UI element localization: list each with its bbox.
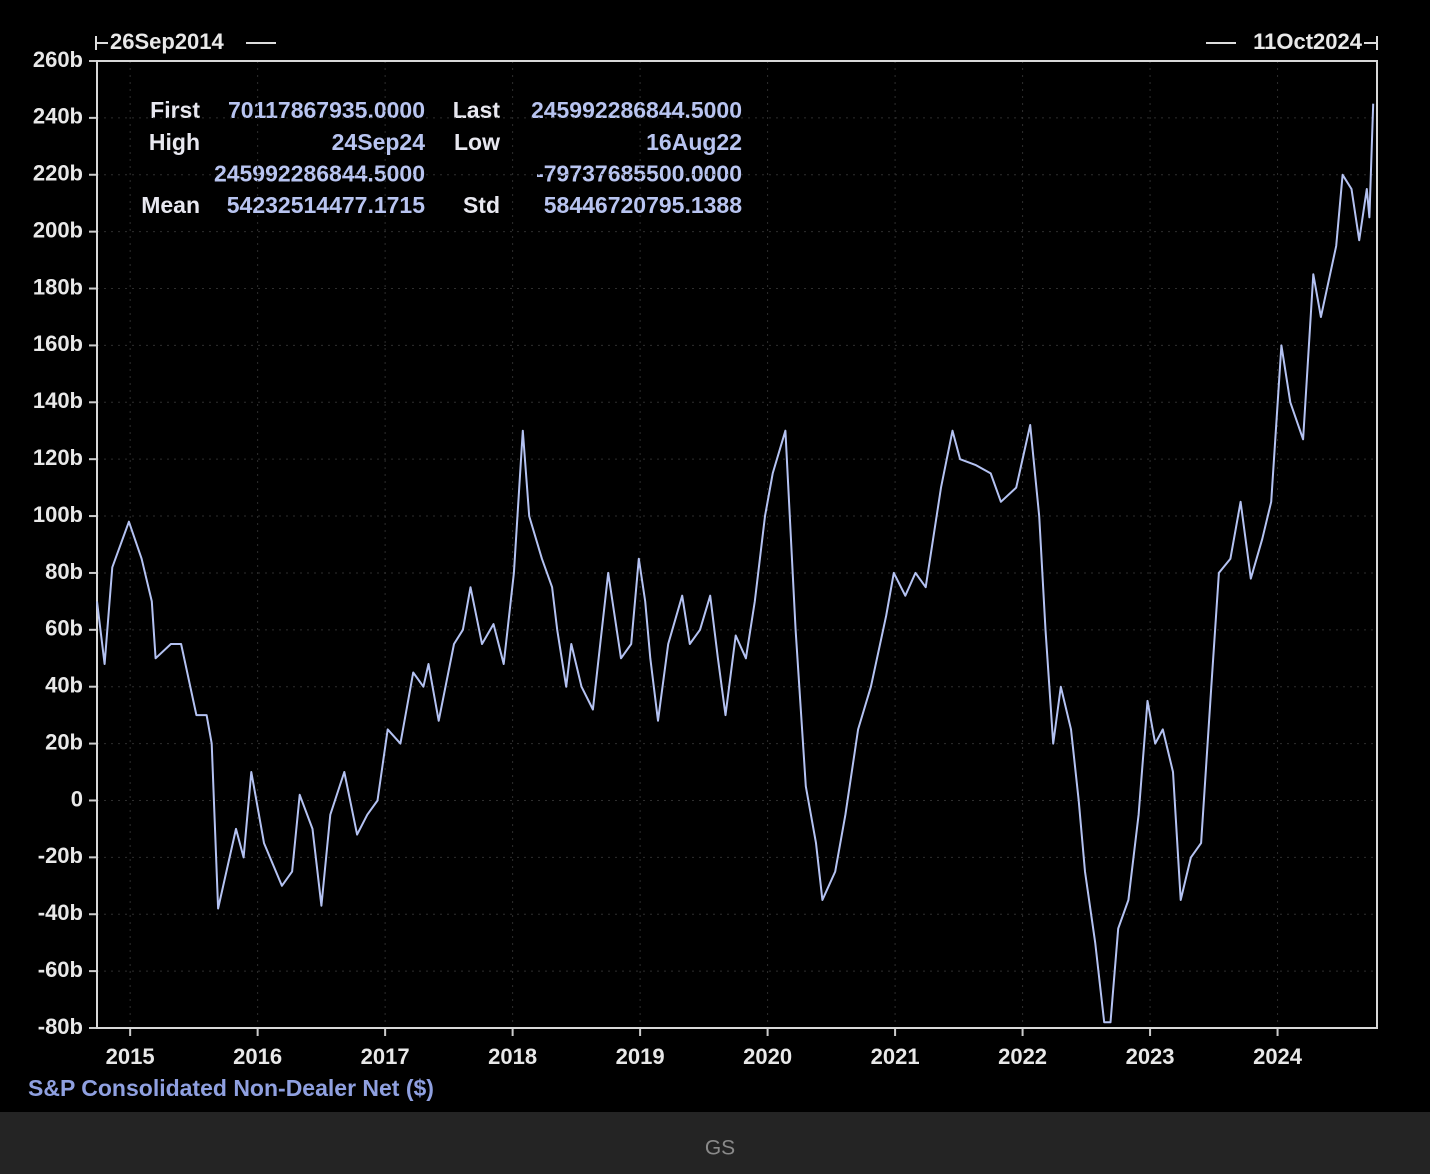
x-tick-label: 2019 — [616, 1044, 665, 1069]
y-tick-label: -60b — [38, 957, 83, 982]
stat-label: Low — [454, 129, 500, 155]
stat-value: 245992286844.5000 — [214, 160, 425, 186]
stat-value: 54232514477.1715 — [227, 192, 425, 218]
y-tick-label: 260b — [33, 47, 83, 72]
y-tick-label: -20b — [38, 843, 83, 868]
x-tick-label: 2023 — [1126, 1044, 1175, 1069]
x-tick-label: 2018 — [488, 1044, 537, 1069]
x-tick-label: 2024 — [1253, 1044, 1303, 1069]
stat-value: 16Aug22 — [646, 129, 742, 155]
y-tick-label: 0 — [71, 786, 83, 811]
y-tick-label: 100b — [33, 502, 83, 527]
stat-value: 58446720795.1388 — [544, 192, 742, 218]
x-tick-label: 2015 — [106, 1044, 155, 1069]
footer-bar — [0, 1112, 1430, 1174]
y-tick-label: 80b — [45, 559, 83, 584]
source: GS — [705, 1137, 735, 1160]
start-date: 26Sep2014 — [110, 29, 225, 54]
stat-label: High — [149, 129, 200, 155]
series-title: S&P Consolidated Non-Dealer Net ($) — [28, 1075, 434, 1101]
x-tick-label: 2016 — [233, 1044, 282, 1069]
y-tick-label: 40b — [45, 673, 83, 698]
stats-box: First 70117867935.0000 Last 245992286844.50… — [141, 97, 742, 218]
stat-value: 245992286844.5000 — [531, 97, 742, 123]
y-tick-label: 220b — [33, 161, 83, 186]
x-tick-label: 2020 — [743, 1044, 792, 1069]
y-tick-label: 180b — [33, 274, 83, 299]
x-tick-label: 2017 — [361, 1044, 410, 1069]
x-tick-label: 2021 — [871, 1044, 920, 1069]
stat-label: Last — [453, 97, 501, 123]
range-header: 26Sep2014 11Oct2024 — [95, 29, 1378, 54]
end-date: 11Oct2024 — [1253, 29, 1363, 54]
y-tick-label: -40b — [38, 900, 83, 925]
stat-value: -79737685500.0000 — [536, 160, 742, 186]
stat-label: First — [150, 97, 200, 123]
y-tick-label: -80b — [38, 1014, 83, 1039]
stat-value: 70117867935.0000 — [228, 97, 425, 123]
background — [0, 0, 1430, 1112]
y-tick-label: 160b — [33, 331, 83, 356]
stat-value: 24Sep24 — [332, 129, 426, 155]
stat-label: Std — [463, 192, 500, 218]
stat-label: Mean — [141, 192, 200, 218]
y-tick-label: 240b — [33, 104, 83, 129]
y-tick-label: 200b — [33, 217, 83, 242]
y-tick-label: 60b — [45, 616, 83, 641]
y-tick-label: 140b — [33, 388, 83, 413]
plot-frame — [96, 60, 1378, 1029]
series-line — [96, 103, 1375, 1024]
y-tick-label: 20b — [45, 729, 83, 754]
y-tick-label: 120b — [33, 445, 83, 470]
x-tick-label: 2022 — [998, 1044, 1047, 1069]
